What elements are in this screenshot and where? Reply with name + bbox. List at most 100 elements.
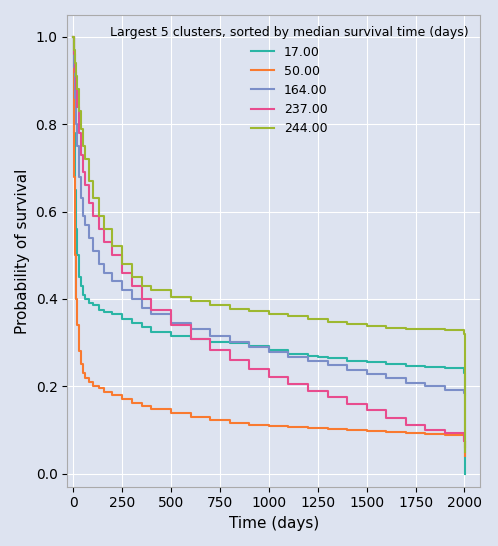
164.00 bbox=[325, 362, 331, 369]
237.00 bbox=[70, 33, 76, 40]
17.00 bbox=[207, 339, 213, 345]
50.00 bbox=[305, 425, 311, 431]
50.00 bbox=[138, 402, 144, 409]
164.00 bbox=[138, 304, 144, 311]
244.00 bbox=[462, 330, 468, 337]
164.00 bbox=[188, 326, 194, 333]
17.00 bbox=[71, 129, 77, 136]
164.00 bbox=[168, 319, 174, 326]
50.00 bbox=[227, 420, 233, 426]
244.00 bbox=[90, 195, 96, 201]
237.00 bbox=[138, 295, 144, 302]
244.00 bbox=[109, 243, 115, 250]
17.00 bbox=[82, 295, 88, 302]
237.00 bbox=[266, 373, 272, 380]
50.00 bbox=[148, 406, 154, 412]
164.00 bbox=[80, 212, 86, 219]
164.00 bbox=[102, 269, 108, 276]
237.00 bbox=[462, 437, 468, 444]
17.00 bbox=[422, 363, 428, 370]
244.00 bbox=[72, 60, 78, 66]
237.00 bbox=[82, 182, 88, 188]
237.00 bbox=[71, 51, 77, 57]
164.00 bbox=[73, 121, 79, 127]
50.00 bbox=[463, 453, 469, 459]
50.00 bbox=[72, 252, 78, 258]
164.00 bbox=[90, 247, 96, 254]
50.00 bbox=[73, 295, 79, 302]
237.00 bbox=[102, 239, 108, 245]
17.00 bbox=[148, 328, 154, 335]
164.00 bbox=[364, 371, 370, 377]
Line: 50.00: 50.00 bbox=[73, 37, 466, 456]
164.00 bbox=[305, 358, 311, 364]
17.00 bbox=[266, 347, 272, 354]
Line: 237.00: 237.00 bbox=[73, 37, 466, 447]
244.00 bbox=[74, 86, 80, 92]
17.00 bbox=[74, 252, 80, 258]
17.00 bbox=[90, 302, 96, 308]
50.00 bbox=[70, 33, 76, 40]
50.00 bbox=[266, 423, 272, 430]
50.00 bbox=[86, 378, 92, 385]
17.00 bbox=[70, 33, 76, 40]
50.00 bbox=[285, 424, 291, 431]
17.00 bbox=[315, 354, 321, 360]
17.00 bbox=[102, 308, 108, 315]
237.00 bbox=[74, 103, 80, 110]
164.00 bbox=[78, 195, 84, 201]
237.00 bbox=[364, 407, 370, 413]
244.00 bbox=[305, 316, 311, 322]
164.00 bbox=[383, 375, 389, 382]
244.00 bbox=[463, 448, 469, 455]
164.00 bbox=[119, 287, 125, 293]
237.00 bbox=[207, 347, 213, 354]
17.00 bbox=[109, 311, 115, 317]
237.00 bbox=[188, 336, 194, 342]
17.00 bbox=[285, 350, 291, 357]
164.00 bbox=[82, 221, 88, 228]
50.00 bbox=[71, 173, 77, 180]
17.00 bbox=[138, 324, 144, 330]
50.00 bbox=[344, 426, 350, 433]
244.00 bbox=[364, 323, 370, 329]
244.00 bbox=[76, 108, 82, 114]
17.00 bbox=[80, 291, 86, 298]
164.00 bbox=[422, 383, 428, 389]
237.00 bbox=[227, 357, 233, 363]
17.00 bbox=[344, 358, 350, 364]
237.00 bbox=[90, 212, 96, 219]
237.00 bbox=[442, 430, 448, 437]
237.00 bbox=[86, 199, 92, 206]
244.00 bbox=[73, 73, 79, 79]
17.00 bbox=[442, 365, 448, 371]
244.00 bbox=[119, 260, 125, 267]
237.00 bbox=[119, 269, 125, 276]
244.00 bbox=[325, 318, 331, 325]
50.00 bbox=[76, 348, 82, 354]
50.00 bbox=[168, 410, 174, 417]
164.00 bbox=[246, 343, 252, 350]
244.00 bbox=[129, 274, 135, 280]
164.00 bbox=[344, 366, 350, 373]
244.00 bbox=[168, 293, 174, 300]
50.00 bbox=[80, 370, 86, 376]
50.00 bbox=[325, 426, 331, 432]
237.00 bbox=[168, 322, 174, 328]
17.00 bbox=[227, 340, 233, 347]
17.00 bbox=[462, 370, 468, 376]
244.00 bbox=[86, 177, 92, 184]
50.00 bbox=[74, 322, 80, 328]
237.00 bbox=[96, 225, 102, 232]
17.00 bbox=[119, 315, 125, 322]
50.00 bbox=[207, 417, 213, 423]
17.00 bbox=[364, 359, 370, 365]
17.00 bbox=[78, 282, 84, 289]
17.00 bbox=[383, 361, 389, 367]
17.00 bbox=[403, 363, 409, 369]
244.00 bbox=[80, 143, 86, 149]
17.00 bbox=[73, 225, 79, 232]
50.00 bbox=[364, 428, 370, 434]
244.00 bbox=[148, 287, 154, 293]
17.00 bbox=[86, 300, 92, 306]
